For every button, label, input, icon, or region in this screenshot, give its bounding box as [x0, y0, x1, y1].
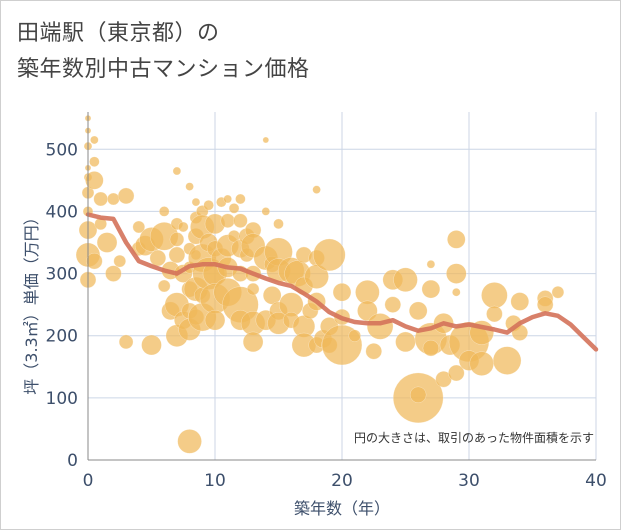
bubble-point: [261, 207, 271, 216]
bubble-point: [86, 252, 103, 270]
bubble-point: [203, 199, 214, 211]
bubble-point: [393, 267, 418, 293]
bubble-point: [158, 206, 170, 217]
bubble-point: [235, 193, 246, 205]
bubble-point: [422, 339, 440, 357]
bubble-point: [132, 220, 146, 234]
bubble-point: [536, 296, 554, 313]
bubble-point: [204, 309, 226, 331]
bubble-point: [118, 334, 134, 350]
bubble-point: [178, 221, 189, 233]
bubble-point: [273, 218, 284, 230]
x-tick-label: 30: [458, 471, 480, 491]
bubble-point: [365, 343, 382, 360]
bubble-point: [409, 386, 427, 403]
bubble-point: [446, 263, 467, 284]
bubble-point: [169, 232, 185, 247]
bubble-point: [149, 249, 167, 267]
bubble-point: [366, 313, 394, 340]
x-tick-label: 40: [585, 471, 607, 491]
bubble-point: [228, 203, 240, 214]
bubble-point: [408, 301, 428, 321]
x-tick-label: 0: [83, 471, 94, 491]
bubble-point: [141, 334, 162, 356]
bubble-point: [172, 166, 182, 176]
bubble-point: [426, 260, 436, 269]
bubble-point: [452, 287, 461, 297]
size-legend-note: 円の大きさは、取引のあった物件面積を示す: [354, 430, 594, 445]
bubble-point: [117, 187, 135, 205]
bubble-point: [492, 346, 522, 375]
bubble-point: [481, 282, 508, 309]
trend-line: [85, 212, 599, 352]
bubble-point: [93, 191, 108, 207]
bubble-point: [246, 282, 260, 296]
bubble-point: [486, 305, 503, 323]
bubble-point: [96, 232, 118, 253]
bubble-point: [421, 279, 441, 299]
bubble-point: [220, 213, 235, 228]
bubble-series: [75, 114, 565, 454]
bubble-point: [233, 213, 248, 228]
bubble-point: [223, 194, 232, 204]
y-axis-label: 坪（3.3㎡）単価（万円）: [22, 209, 41, 394]
bubble-point: [191, 197, 201, 207]
bubble-point: [313, 238, 346, 272]
y-tick-label: 200: [46, 327, 78, 347]
bubble-point: [107, 192, 120, 206]
bubble-point: [85, 171, 104, 190]
x-tick-label: 20: [331, 471, 353, 491]
x-axis-label: 築年数（年）: [294, 499, 390, 518]
y-tick-label: 100: [46, 389, 78, 409]
bubble-point: [105, 265, 122, 282]
bubble-point: [448, 364, 465, 382]
bubble-point: [89, 156, 100, 167]
bubble-point: [395, 331, 416, 353]
bubble-point: [262, 136, 270, 144]
bubble-point: [348, 329, 361, 342]
bubble-point: [469, 351, 494, 376]
bubble-point: [90, 135, 99, 145]
bubble-point: [551, 285, 565, 299]
bubble-point: [168, 246, 186, 264]
bubble-point: [332, 282, 352, 302]
bubble-point: [177, 429, 202, 454]
bubble-point: [312, 185, 321, 194]
y-tick-label: 500: [46, 140, 78, 160]
x-tick-label: 10: [204, 471, 226, 491]
bubble-point: [113, 254, 126, 268]
trend-line-series: [85, 212, 599, 352]
bubble-point: [510, 292, 530, 311]
bubble-point: [384, 296, 402, 313]
y-tick-label: 0: [67, 451, 78, 471]
chart-title-line2: 築年数別中古マンション価格: [17, 57, 310, 82]
bubble-point: [157, 279, 171, 293]
y-tick-label: 400: [46, 202, 78, 222]
bubble-point: [447, 230, 466, 249]
bubble-point: [185, 182, 194, 191]
bubble-point: [242, 331, 264, 353]
y-tick-label: 300: [46, 265, 78, 285]
chart-title-line1: 田端駅（東京都）の: [17, 21, 220, 46]
